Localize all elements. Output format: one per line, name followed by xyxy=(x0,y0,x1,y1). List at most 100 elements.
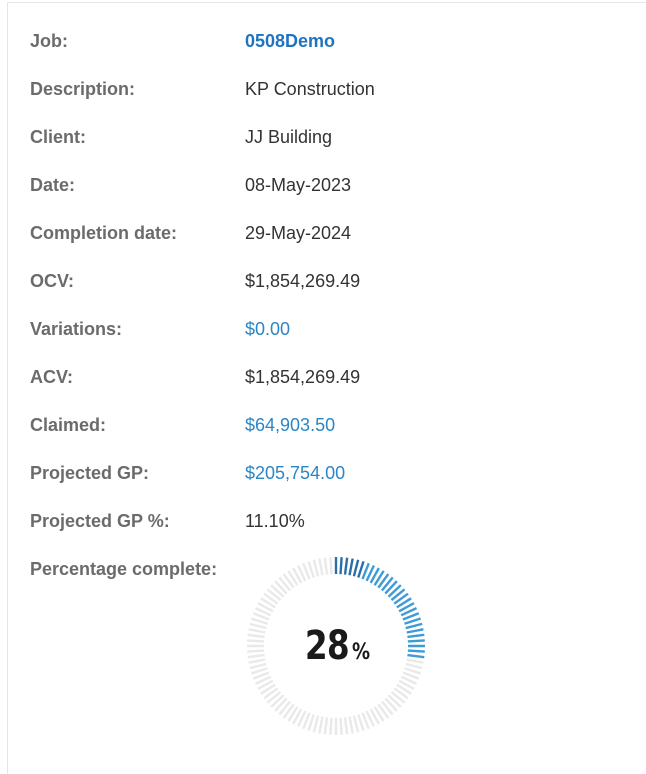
gauge-tick-filled xyxy=(390,588,406,602)
date-row: Date: 08-May-2023 xyxy=(30,175,630,203)
gauge-tick-filled xyxy=(348,558,354,576)
gauge-tick-empty xyxy=(252,612,270,621)
gauge-tick-filled xyxy=(384,580,398,595)
gauge-tick-empty xyxy=(380,700,394,716)
gauge-tick-filled xyxy=(357,560,365,578)
gauge-tick-empty xyxy=(307,714,315,732)
completion-date-value: 29-May-2024 xyxy=(245,223,352,243)
gauge-tick-empty xyxy=(249,662,267,670)
gauge-tick-filled xyxy=(404,617,422,625)
gauge-tick-empty xyxy=(406,658,424,664)
gauge-tick-empty xyxy=(247,633,265,639)
gauge-tick-empty xyxy=(339,717,343,735)
projected-gp-pct-label: Projected GP %: xyxy=(30,511,170,531)
claimed-link[interactable]: $64,903.50 xyxy=(245,415,336,435)
projected-gp-pct-row: Projected GP %: 11.10% xyxy=(30,511,630,539)
gauge-tick-empty xyxy=(292,567,303,584)
gauge-tick-filled xyxy=(352,559,360,577)
gauge-tick-empty xyxy=(282,703,295,719)
gauge-tick-empty xyxy=(270,694,285,708)
projected-gp-label: Projected GP: xyxy=(30,463,150,483)
gauge-tick-filled xyxy=(377,573,390,589)
description-value: KP Construction xyxy=(245,79,375,99)
gauge-tick-empty xyxy=(357,714,365,732)
acv-row: ACV: $1,854,269.49 xyxy=(30,367,630,395)
gauge-tick-empty xyxy=(318,716,324,734)
gauge-tick-empty xyxy=(266,690,282,704)
gauge-tick-empty xyxy=(369,708,380,725)
gauge-tick-filled xyxy=(407,639,425,643)
gauge-tick-filled xyxy=(361,562,370,580)
gauge-tick-filled xyxy=(405,622,423,630)
acv-label: ACV: xyxy=(30,367,74,387)
gauge-tick-empty xyxy=(390,690,406,704)
gauge-tick-empty xyxy=(278,700,292,716)
job-row: Job: 0508Demo xyxy=(30,31,630,59)
gauge-tick-empty xyxy=(398,679,415,690)
variations-row: Variations: $0.00 xyxy=(30,319,630,347)
gauge-tick-empty xyxy=(263,687,279,700)
projected-gp-link[interactable]: $205,754.00 xyxy=(245,463,346,483)
gauge-tick-empty xyxy=(254,675,272,685)
gauge-tick-empty xyxy=(302,562,311,580)
gauge-tick-filled xyxy=(369,567,380,584)
gauge-tick-empty xyxy=(292,708,303,725)
variations-label: Variations: xyxy=(30,319,123,339)
gauge-tick-empty xyxy=(323,717,329,735)
gauge-percent-sign: % xyxy=(351,639,370,665)
gauge-tick-empty xyxy=(247,649,265,653)
completion-date-row: Completion date: 29-May-2024 xyxy=(30,223,630,251)
gauge-tick-empty xyxy=(274,697,288,712)
acv-value: $1,854,269.49 xyxy=(245,367,361,387)
variations-link[interactable]: $0.00 xyxy=(245,319,291,339)
gauge-tick-empty xyxy=(278,576,292,592)
gauge-tick-filled xyxy=(393,592,409,605)
gauge-tick-filled xyxy=(402,612,420,621)
gauge-tick-filled xyxy=(398,602,415,613)
gauge-tick-empty xyxy=(260,683,276,695)
gauge-tick-empty xyxy=(377,703,390,719)
gauge-tick-empty xyxy=(250,617,268,625)
client-row: Client: JJ Building xyxy=(30,127,630,155)
gauge-tick-empty xyxy=(263,592,279,605)
gauge-tick-empty xyxy=(348,716,354,734)
gauge-tick-empty xyxy=(318,558,324,576)
gauge-tick-empty xyxy=(307,560,315,578)
gauge-tick-empty xyxy=(247,639,265,643)
gauge-tick-empty xyxy=(247,653,265,659)
client-label: Client: xyxy=(30,127,86,147)
gauge-tick-filled xyxy=(400,607,418,617)
gauge-tick-empty xyxy=(302,712,311,730)
gauge-tick-empty xyxy=(297,710,307,728)
claimed-row: Claimed: $64,903.50 xyxy=(30,415,630,443)
gauge-tick-empty xyxy=(257,602,274,613)
gauge-tick-empty xyxy=(400,675,418,685)
gauge-tick-empty xyxy=(352,715,360,733)
gauge-tick-empty xyxy=(250,667,268,675)
ocv-value: $1,854,269.49 xyxy=(245,271,361,291)
gauge-tick-empty xyxy=(257,679,274,690)
gauge-tick-empty xyxy=(329,557,333,575)
gauge-tick-empty xyxy=(396,683,412,695)
projected-gp-row: Projected GP: $205,754.00 xyxy=(30,463,630,491)
gauge-tick-empty xyxy=(384,697,398,712)
gauge-tick-empty xyxy=(266,588,282,602)
gauge-tick-empty xyxy=(260,597,276,609)
gauge-tick-empty xyxy=(387,694,402,708)
gauge-tick-empty xyxy=(405,662,423,670)
gauge-tick-filled xyxy=(339,557,343,575)
gauge-tick-empty xyxy=(365,710,375,728)
gauge-tick-filled xyxy=(396,597,412,609)
completion-date-label: Completion date: xyxy=(30,223,177,243)
gauge-tick-filled xyxy=(343,557,349,575)
gauge-label: 28 % xyxy=(246,556,426,736)
gauge-tick-empty xyxy=(329,717,333,735)
gauge-tick-filled xyxy=(365,564,375,582)
gauge-ring xyxy=(247,557,425,735)
job-link[interactable]: 0508Demo xyxy=(245,31,336,51)
gauge-tick-empty xyxy=(404,667,422,675)
gauge-tick-empty xyxy=(373,706,385,722)
gauge-tick-empty xyxy=(393,687,409,700)
percentage-complete-row: Percentage complete: xyxy=(30,559,630,587)
gauge-tick-empty xyxy=(323,557,329,575)
